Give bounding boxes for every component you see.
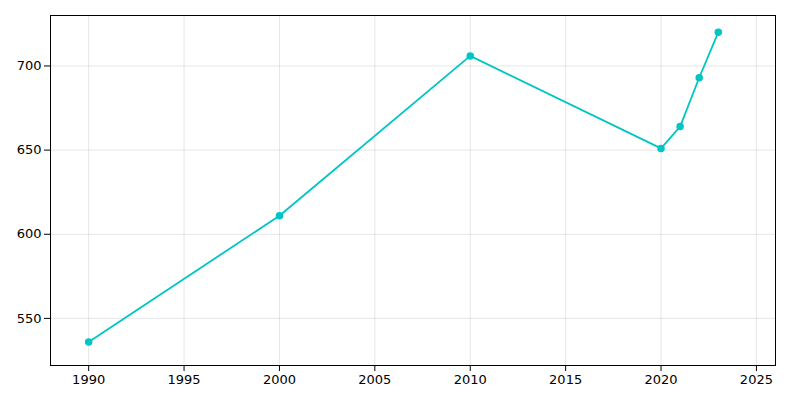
svg-text:600: 600 — [17, 226, 42, 241]
svg-text:2005: 2005 — [358, 372, 391, 387]
svg-text:650: 650 — [17, 142, 42, 157]
svg-text:1995: 1995 — [168, 372, 201, 387]
svg-text:700: 700 — [17, 58, 42, 73]
svg-text:2000: 2000 — [263, 372, 296, 387]
svg-text:2025: 2025 — [740, 372, 773, 387]
svg-text:2015: 2015 — [549, 372, 582, 387]
svg-text:550: 550 — [17, 311, 42, 326]
svg-text:2010: 2010 — [454, 372, 487, 387]
svg-text:1990: 1990 — [72, 372, 105, 387]
svg-text:2020: 2020 — [644, 372, 677, 387]
